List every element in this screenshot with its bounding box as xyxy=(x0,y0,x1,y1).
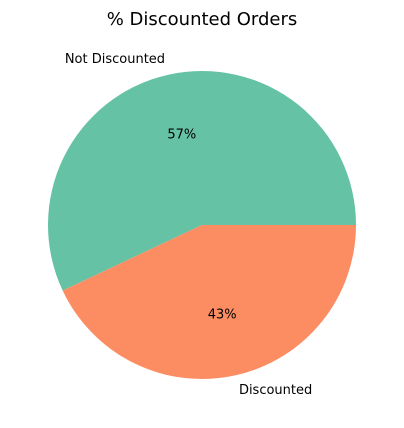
chart-title: % Discounted Orders xyxy=(107,9,298,30)
pie-labels: Not Discounted 57% Discounted 43% xyxy=(65,52,312,398)
slice-label-discounted: Discounted xyxy=(239,383,312,398)
pie-slice-not-discounted xyxy=(47,70,356,291)
pct-label-discounted: 43% xyxy=(208,308,237,323)
pie-slices xyxy=(47,70,356,379)
pie-slice-discounted xyxy=(62,225,356,379)
pct-label-not-discounted: 57% xyxy=(167,127,196,142)
slice-label-not-discounted: Not Discounted xyxy=(65,52,165,67)
